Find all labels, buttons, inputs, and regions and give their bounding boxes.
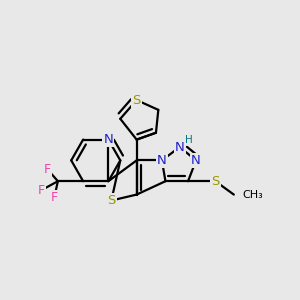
Text: F: F — [51, 191, 58, 204]
Text: N: N — [157, 154, 167, 167]
Text: N: N — [191, 154, 201, 167]
Text: S: S — [211, 175, 220, 188]
Text: H: H — [185, 136, 193, 146]
Text: F: F — [44, 163, 51, 176]
Text: F: F — [38, 184, 45, 196]
Text: CH₃: CH₃ — [242, 190, 263, 200]
Text: N: N — [175, 140, 184, 154]
Text: S: S — [132, 94, 141, 106]
Text: N: N — [103, 133, 113, 146]
Text: S: S — [107, 194, 116, 207]
